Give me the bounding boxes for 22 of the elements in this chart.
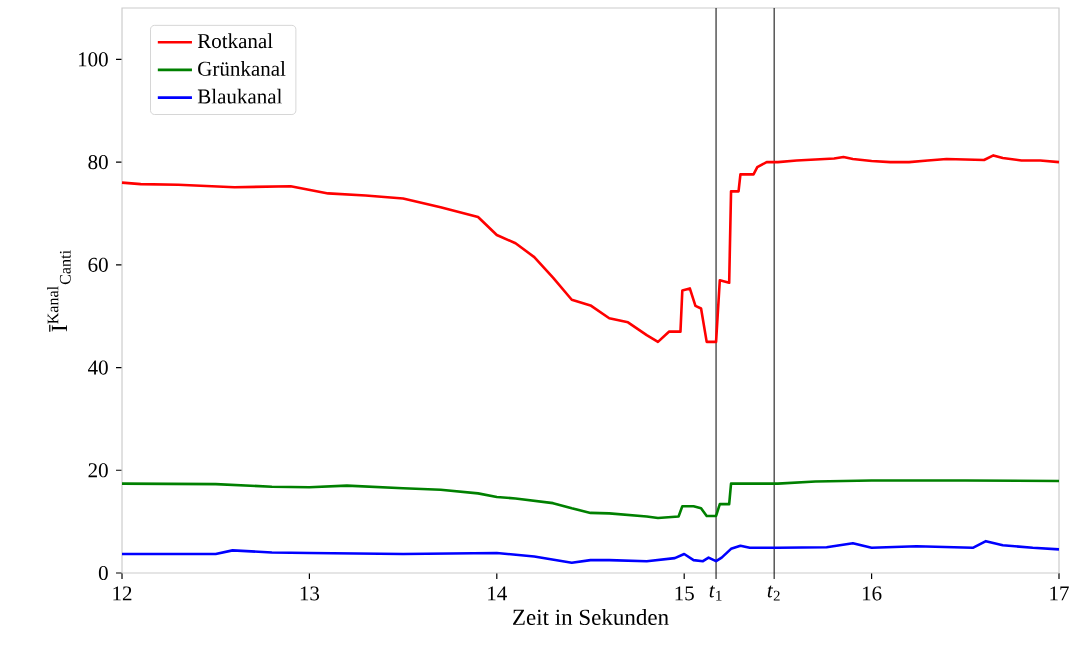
ref-line-label: t$_{1}$ — [709, 585, 722, 601]
x-tick-label: 13 — [300, 586, 320, 601]
x-tick-label: 17 — [1050, 586, 1069, 601]
y-tick-label: 80 — [88, 155, 108, 170]
legend-label: Grünkanal — [198, 61, 286, 76]
x-tick-label: 12 — [113, 586, 132, 601]
y-tick-label: 100 — [78, 52, 108, 67]
x-axis-title: Zeit in Sekunden — [513, 608, 669, 626]
y-tick-label: 0 — [98, 565, 108, 581]
y-tick-label: 40 — [88, 360, 108, 375]
line-series — [120, 479, 1061, 520]
line-series — [120, 539, 1061, 565]
legend-label: Rotkanal — [197, 33, 273, 49]
y-tick-label: 20 — [88, 463, 108, 478]
ref-line-label: t$_{2}$ — [767, 585, 780, 601]
y-tick-label: 60 — [88, 257, 108, 272]
legend-label: Blaukanal — [197, 88, 282, 104]
x-tick-label: 15 — [675, 586, 694, 601]
x-tick-label: 16 — [862, 586, 882, 601]
y-axis-title: Ī$^{Kanal}$Canti — [47, 250, 71, 332]
x-tick-label: 14 — [488, 586, 507, 601]
line-series — [120, 154, 1061, 344]
